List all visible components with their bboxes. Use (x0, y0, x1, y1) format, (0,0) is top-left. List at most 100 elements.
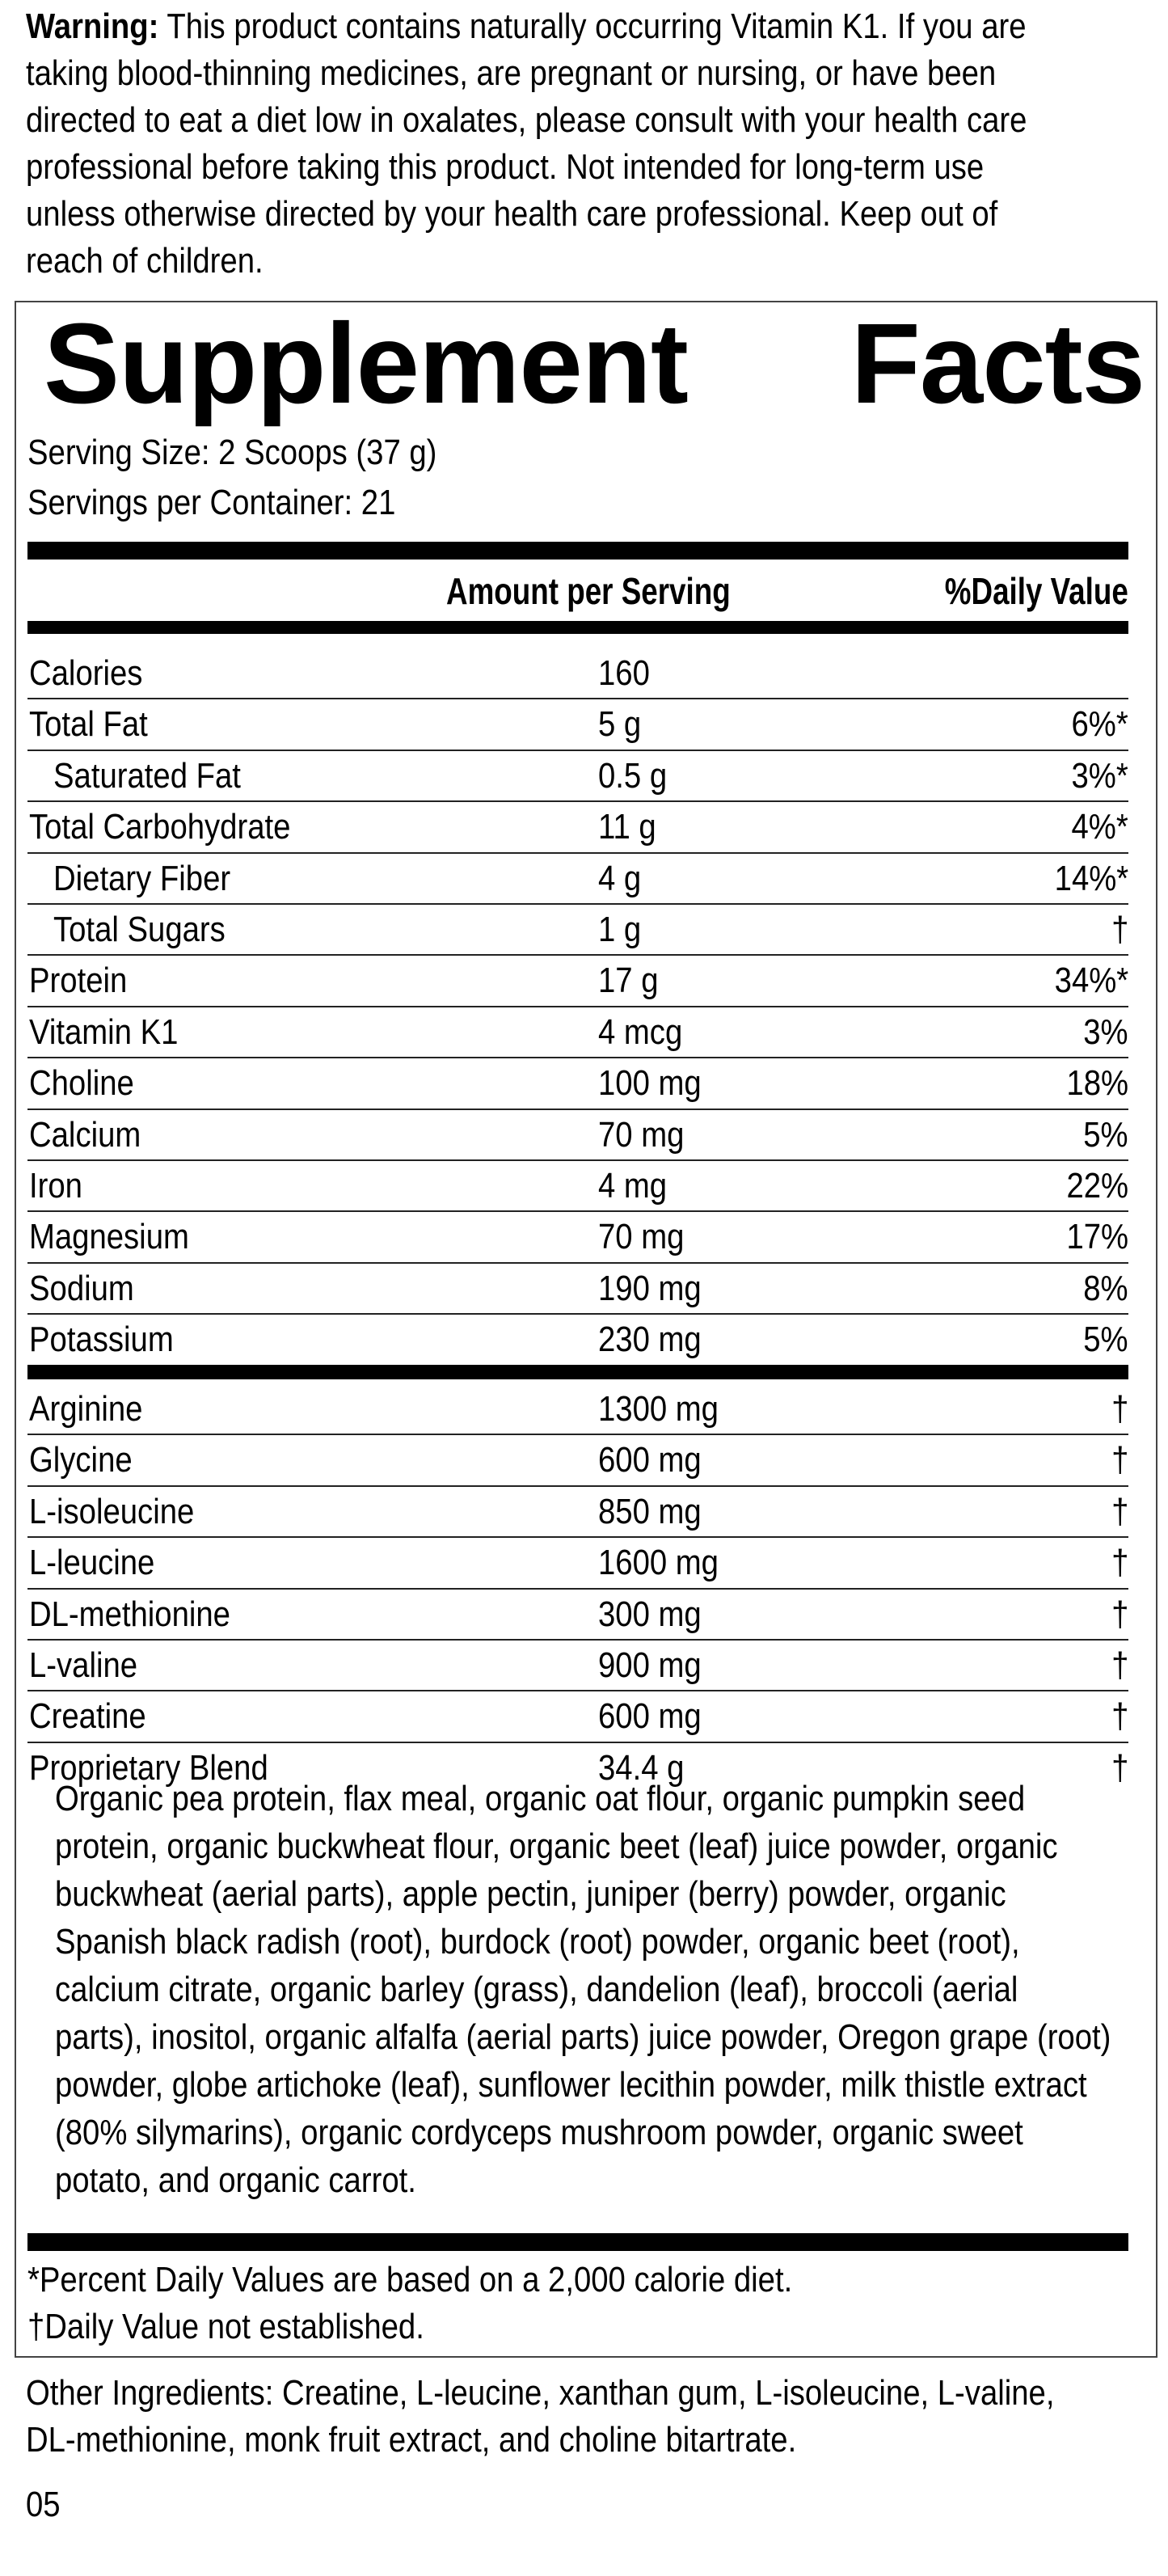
nutrient-amount: 11 g (598, 807, 656, 847)
nutrient-amount: 300 mg (598, 1594, 702, 1634)
warning-line: directed to eat a diet low in oxalates, … (26, 100, 1027, 140)
other-ingredients-line: DL-methionine, monk fruit extract, and c… (26, 2420, 797, 2460)
blend-ingredients-line: powder, globe artichoke (leaf), sunflowe… (55, 2065, 1087, 2105)
blend-ingredients-line: potato, and organic carrot. (55, 2160, 416, 2200)
nutrient-row: L-leucine 1600 mg † (27, 1538, 1128, 1590)
nutrient-name: Iron (29, 1166, 82, 1206)
thick-divider (27, 1365, 1128, 1379)
column-header-amount: Amount per Serving (446, 570, 731, 612)
nutrient-daily-value: 3% (1083, 1011, 1128, 1052)
nutrient-daily-value: 22% (1066, 1166, 1128, 1206)
nutrient-name: Dietary Fiber (53, 858, 231, 898)
footnote-dagger: †Daily Value not established. (27, 2307, 424, 2346)
title-word-facts: Facts (850, 299, 1145, 427)
nutrient-row: Vitamin K1 4 mcg 3% (27, 1007, 1128, 1059)
column-header-daily-value: %Daily Value (944, 570, 1128, 612)
nutrient-name: Creatine (29, 1696, 146, 1737)
footnote-percent-daily-values: *Percent Daily Values are based on a 2,0… (27, 2260, 793, 2299)
nutrient-row: Calcium 70 mg 5% (27, 1110, 1128, 1161)
nutrient-row: Glycine 600 mg † (27, 1435, 1128, 1487)
nutrient-amount: 5 g (598, 704, 642, 745)
nutrient-name: DL-methionine (29, 1594, 230, 1634)
blend-ingredients-line: (80% silymarins), organic cordyceps mush… (55, 2113, 1023, 2152)
nutrient-daily-value: † (1111, 1389, 1128, 1429)
blend-ingredients-line: protein, organic buckwheat flour, organi… (55, 1826, 1058, 1866)
nutrient-daily-value: 17% (1066, 1217, 1128, 1257)
warning-text: This product contains naturally occurrin… (158, 6, 1027, 46)
nutrient-amount: 4 g (598, 858, 642, 898)
nutrient-daily-value: 5% (1083, 1114, 1128, 1155)
nutrient-daily-value: 8% (1083, 1268, 1128, 1308)
thick-divider (27, 542, 1128, 560)
thick-divider (27, 621, 1128, 634)
nutrient-row: DL-methionine 300 mg † (27, 1590, 1128, 1641)
nutrient-row: Saturated Fat 0.5 g 3%* (27, 751, 1128, 803)
nutrient-row: Dietary Fiber 4 g 14%* (27, 854, 1128, 905)
nutrient-amount: 850 mg (598, 1491, 702, 1531)
warning-line: reach of children. (26, 241, 264, 281)
nutrient-amount: 1 g (598, 910, 642, 949)
nutrient-amount: 4 mcg (598, 1011, 683, 1052)
warning-line: professional before taking this product.… (26, 147, 985, 187)
column-header-row: Amount per Serving %Daily Value (27, 566, 1128, 616)
other-ingredients-line: Other Ingredients: Creatine, L-leucine, … (26, 2373, 1055, 2413)
nutrient-name: Total Carbohydrate (29, 807, 291, 847)
nutrient-amount: 4 mg (598, 1166, 668, 1206)
nutrient-daily-value: 34%* (1054, 961, 1128, 1001)
nutrient-daily-value: 3%* (1071, 755, 1128, 796)
servings-per-container: Servings per Container: 21 (27, 483, 396, 522)
blend-ingredients-line: Organic pea protein, flax meal, organic … (55, 1779, 1026, 1818)
nutrient-amount: 190 mg (598, 1268, 702, 1308)
nutrient-name: Total Sugars (53, 910, 226, 949)
nutrient-daily-value: † (1111, 1594, 1128, 1634)
nutrient-daily-value: 6%* (1071, 704, 1128, 745)
nutrient-daily-value: † (1111, 1747, 1128, 1788)
blend-ingredients-line: buckwheat (aerial parts), apple pectin, … (55, 1874, 1006, 1914)
nutrient-row: Iron 4 mg 22% (27, 1161, 1128, 1213)
blend-ingredients-line: Spanish black radish (root), burdock (ro… (55, 1922, 1020, 1962)
nutrient-name: Arginine (29, 1389, 143, 1429)
panel-title: Supplement Facts (44, 302, 1145, 424)
nutrient-row: Choline 100 mg 18% (27, 1058, 1128, 1110)
nutrient-daily-value: † (1111, 910, 1128, 949)
thick-divider (27, 2233, 1128, 2251)
nutrient-name: Potassium (29, 1320, 174, 1360)
nutrient-amount: 900 mg (598, 1645, 702, 1685)
nutrient-name: Calories (29, 653, 143, 693)
nutrient-name: Magnesium (29, 1217, 189, 1257)
nutrient-amount: 1300 mg (598, 1389, 719, 1429)
nutrient-name: L-valine (29, 1645, 138, 1685)
nutrient-name: Proprietary Blend (29, 1747, 268, 1788)
nutrient-amount: 230 mg (598, 1320, 702, 1360)
blend-ingredients-line: parts), inositol, organic alfalfa (aeria… (55, 2017, 1111, 2057)
nutrient-amount: 100 mg (598, 1063, 702, 1104)
supplement-facts-panel: Supplement Facts Serving Size: 2 Scoops … (15, 301, 1157, 2358)
nutrient-name: Protein (29, 961, 128, 1001)
nutrient-row: Potassium 230 mg 5% (27, 1315, 1128, 1366)
serving-size: Serving Size: 2 Scoops (37 g) (27, 433, 437, 472)
nutrient-daily-value: 4%* (1071, 807, 1128, 847)
label-code: 05 (26, 2485, 61, 2524)
nutrient-daily-value: † (1111, 1645, 1128, 1685)
nutrient-name: L-isoleucine (29, 1491, 195, 1531)
nutrient-row: Magnesium 70 mg 17% (27, 1212, 1128, 1264)
nutrient-name: Glycine (29, 1440, 133, 1480)
nutrient-row: Protein 17 g 34%* (27, 956, 1128, 1007)
title-word-supplement: Supplement (44, 299, 689, 427)
nutrient-name: Total Fat (29, 704, 148, 745)
nutrient-amount: 600 mg (598, 1696, 702, 1737)
nutrient-row: Creatine 600 mg † (27, 1691, 1128, 1743)
warning-line: unless otherwise directed by your health… (26, 194, 998, 234)
nutrient-row: Arginine 1300 mg † (27, 1384, 1128, 1436)
nutrient-name: Vitamin K1 (29, 1011, 179, 1052)
warning-line: taking blood-thinning medicines, are pre… (26, 53, 997, 93)
nutrient-daily-value: † (1111, 1491, 1128, 1531)
warning-line: Warning: This product contains naturally… (26, 3, 1027, 50)
nutrient-amount: 160 (598, 653, 650, 693)
nutrient-row: Total Sugars 1 g † (27, 905, 1128, 956)
nutrient-amount: 70 mg (598, 1114, 685, 1155)
nutrient-row: Proprietary Blend 34.4 g † (27, 1743, 1128, 1794)
nutrient-amount: 17 g (598, 961, 659, 1001)
nutrient-row: L-isoleucine 850 mg † (27, 1487, 1128, 1539)
nutrient-name: L-leucine (29, 1543, 155, 1583)
